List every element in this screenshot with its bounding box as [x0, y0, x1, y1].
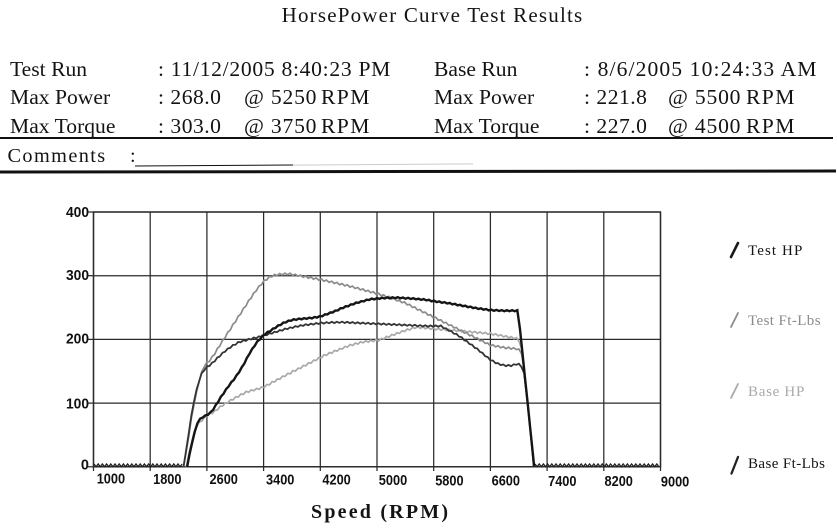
svg-text:9000: 9000: [661, 475, 689, 491]
svg-text:3400: 3400: [266, 472, 294, 488]
svg-text:5800: 5800: [435, 473, 463, 489]
svg-text:6600: 6600: [492, 474, 520, 490]
svg-text:400: 400: [66, 205, 89, 221]
svg-text:8200: 8200: [605, 474, 633, 490]
svg-text:0: 0: [81, 457, 89, 473]
svg-text:300: 300: [66, 268, 89, 284]
svg-text:100: 100: [66, 397, 89, 413]
svg-text:2600: 2600: [210, 472, 238, 488]
svg-text:4200: 4200: [322, 473, 350, 489]
svg-text:1800: 1800: [153, 472, 181, 488]
svg-text:200: 200: [66, 332, 89, 348]
svg-text:5000: 5000: [379, 473, 407, 489]
svg-text:1000: 1000: [97, 472, 125, 488]
svg-text:7400: 7400: [548, 474, 576, 490]
